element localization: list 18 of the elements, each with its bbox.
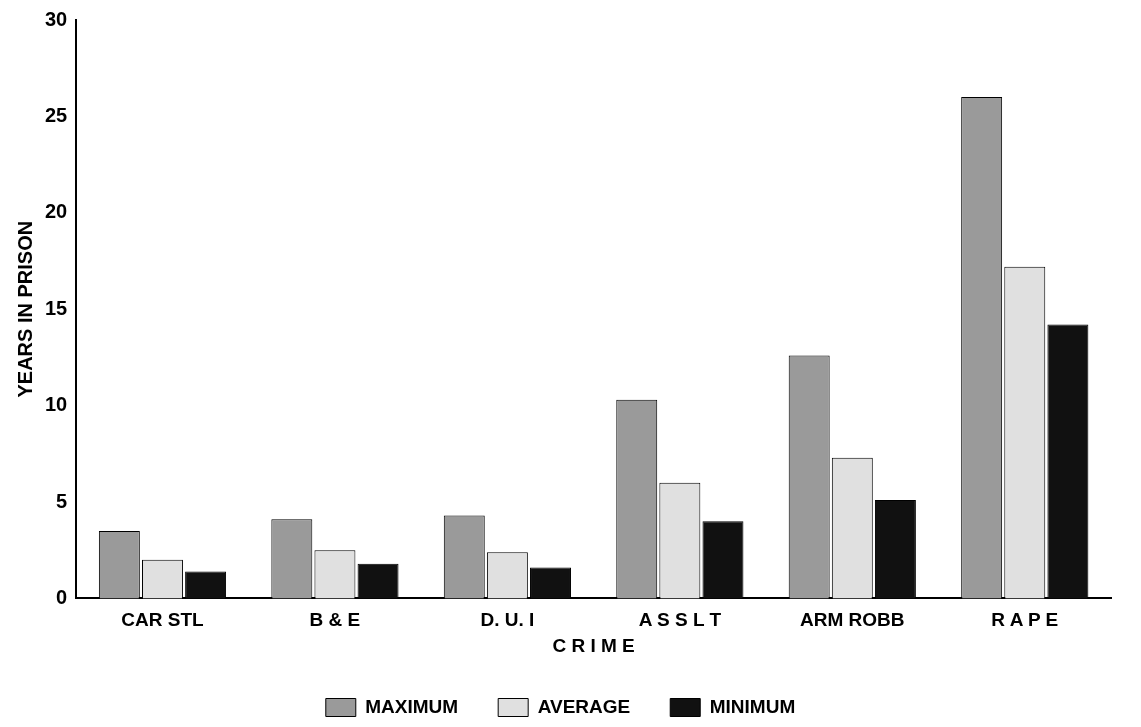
x-tick-label: R A P E [991,609,1059,631]
y-tick-label: 20 [45,200,68,223]
x-tick-label: CAR STL [121,609,205,631]
x-axis-title: C R I M E [552,634,635,656]
y-tick-label: 10 [45,393,68,416]
x-tick-label: A S S L T [638,609,722,631]
x-tick-label: ARM ROBB [800,609,905,631]
legend-label: MAXIMUM [365,695,459,717]
x-tick-label: B & E [309,609,361,631]
y-tick-label: 30 [45,7,68,30]
y-tick-label: 0 [56,585,68,608]
legend-label: MINIMUM [709,695,796,717]
y-tick-label: 5 [56,489,68,512]
legend-label: AVERAGE [537,695,631,717]
x-tick-label: D. U. I [480,609,535,631]
y-tick-label: 15 [45,296,68,319]
y-tick-label: 25 [45,103,68,126]
y-axis-title: YEARS IN PRISON [13,220,36,398]
